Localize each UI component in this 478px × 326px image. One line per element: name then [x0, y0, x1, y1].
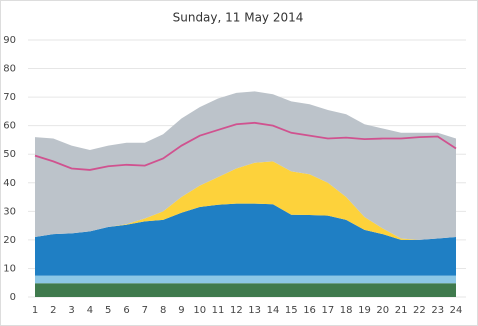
- x-tick-label: 24: [450, 305, 463, 316]
- y-tick-label: 50: [3, 149, 16, 160]
- x-tick-label: 7: [142, 305, 148, 316]
- x-tick-label: 4: [87, 305, 93, 316]
- x-tick-label: 15: [285, 305, 298, 316]
- y-tick-label: 20: [3, 235, 16, 246]
- y-tick-label: 60: [3, 121, 16, 132]
- y-tick-label: 90: [3, 35, 16, 46]
- x-tick-label: 8: [160, 305, 166, 316]
- x-tick-label: 12: [230, 305, 243, 316]
- x-tick-label: 23: [431, 305, 444, 316]
- area: [35, 203, 456, 276]
- x-tick-label: 9: [178, 305, 184, 316]
- area: [35, 91, 456, 240]
- x-tick-label: 11: [212, 305, 225, 316]
- x-tick-label: 10: [193, 305, 206, 316]
- area: [35, 283, 456, 297]
- y-tick-label: 0: [10, 292, 16, 303]
- x-tick-label: 19: [358, 305, 371, 316]
- y-tick-label: 70: [3, 92, 16, 103]
- x-tick-label: 21: [395, 305, 408, 316]
- area: [35, 275, 456, 284]
- y-tick-label: 80: [3, 64, 16, 75]
- x-tick-label: 13: [248, 305, 261, 316]
- x-tick-label: 14: [267, 305, 280, 316]
- chart-title: Sunday, 11 May 2014: [173, 11, 304, 25]
- x-tick-label: 22: [413, 305, 426, 316]
- x-tick-label: 3: [68, 305, 74, 316]
- x-tick-label: 1: [32, 305, 38, 316]
- x-tick-label: 18: [340, 305, 353, 316]
- y-tick-label: 10: [3, 263, 16, 274]
- y-tick-label: 40: [3, 178, 16, 189]
- x-tick-label: 2: [50, 305, 56, 316]
- x-tick-label: 17: [322, 305, 335, 316]
- x-tick-label: 16: [303, 305, 316, 316]
- line: [34, 121, 457, 171]
- area: [35, 161, 456, 240]
- x-tick-label: 6: [123, 305, 129, 316]
- x-tick-label: 5: [105, 305, 111, 316]
- x-tick-label: 20: [376, 305, 389, 316]
- y-tick-label: 30: [3, 206, 16, 217]
